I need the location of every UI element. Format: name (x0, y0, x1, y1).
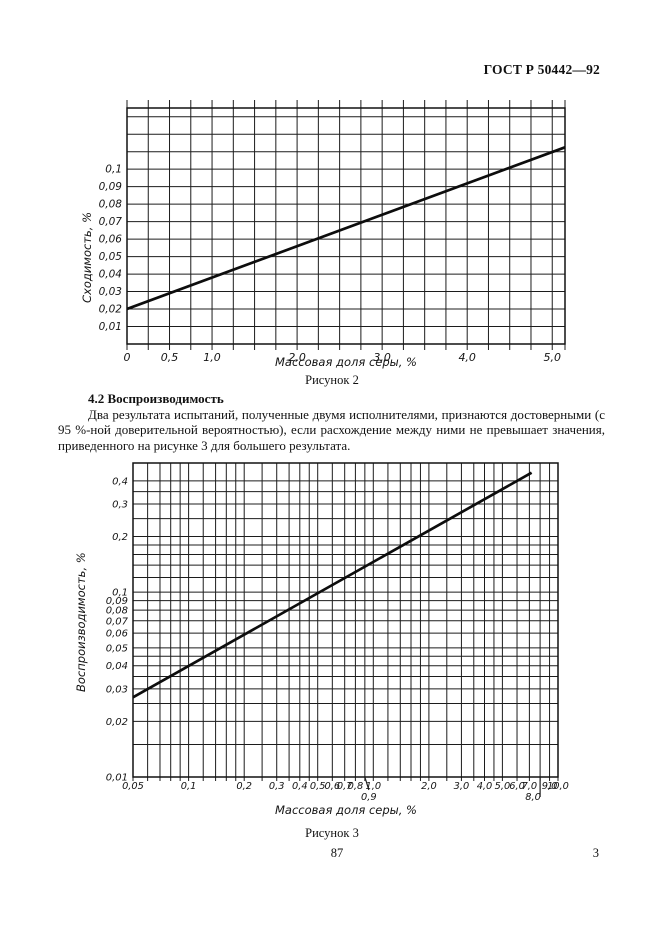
svg-text:0,08: 0,08 (106, 606, 128, 617)
svg-text:0,09: 0,09 (99, 181, 123, 193)
svg-text:9,0: 9,0 (542, 781, 558, 792)
svg-text:0,05: 0,05 (99, 251, 123, 263)
svg-text:0,4: 0,4 (112, 476, 128, 487)
svg-text:0,03: 0,03 (99, 286, 122, 298)
svg-text:1,0: 1,0 (203, 351, 221, 364)
figure-3-caption: Рисунок 3 (305, 826, 359, 840)
svg-text:0,06: 0,06 (99, 234, 123, 246)
figure-2-caption: Рисунок 2 (305, 373, 359, 387)
svg-text:0,09: 0,09 (106, 596, 128, 607)
body-paragraph: Два результата испытаний, полученные дву… (58, 407, 605, 453)
svg-text:0,4: 0,4 (292, 781, 308, 792)
figure-3-plot: 0,05 0,1 0,2 0,3 0,4 0,5 0,60,70,80,91,0 2,0 3,0… (106, 462, 569, 803)
svg-text:7,0: 7,0 (522, 781, 538, 792)
svg-text:0,7: 0,7 (337, 781, 353, 792)
svg-text:1,0: 1,0 (366, 781, 382, 792)
figure-3-y-axis-title: Воспроизводимость, % (74, 552, 88, 692)
svg-text:0,01: 0,01 (106, 773, 128, 784)
svg-text:0,07: 0,07 (106, 616, 129, 627)
page-number-right: 3 (592, 846, 599, 860)
figure-2-y-axis-title: Сходимость, % (80, 211, 94, 303)
svg-text:0,04: 0,04 (106, 661, 128, 672)
svg-text:0,2: 0,2 (236, 781, 252, 792)
svg-text:2,0: 2,0 (288, 351, 306, 364)
svg-text:0,05: 0,05 (106, 643, 128, 654)
svg-text:0,2: 0,2 (112, 532, 128, 543)
svg-text:5,0: 5,0 (543, 351, 561, 364)
svg-text:0,1: 0,1 (105, 164, 122, 176)
doc-header: ГОСТ Р 50442—92 (483, 62, 600, 77)
svg-text:10,0: 10,0 (547, 781, 569, 792)
svg-text:4,0: 4,0 (477, 781, 493, 792)
figure-2-plot: 0 0,5 1,0 2,0 3,0 4,0 5,0 0,01 0,02 0,03 0,04 0,05 0… (99, 100, 566, 364)
svg-text:0,5: 0,5 (161, 351, 179, 364)
svg-text:8,0: 8,0 (525, 792, 541, 803)
svg-text:3,0: 3,0 (454, 781, 470, 792)
svg-text:0,06: 0,06 (106, 629, 128, 640)
svg-text:0: 0 (124, 351, 131, 364)
svg-text:0,02: 0,02 (106, 717, 128, 728)
svg-text:0,02: 0,02 (99, 304, 123, 316)
svg-text:0,01: 0,01 (99, 321, 122, 333)
svg-text:3,0: 3,0 (373, 351, 391, 364)
svg-text:0,03: 0,03 (106, 684, 128, 695)
svg-text:4,0: 4,0 (458, 351, 476, 364)
svg-text:6,0: 6,0 (509, 781, 525, 792)
svg-text:0,3: 0,3 (269, 781, 285, 792)
svg-text:0,5: 0,5 (310, 781, 326, 792)
svg-text:0,9: 0,9 (361, 792, 377, 803)
svg-text:0,07: 0,07 (99, 216, 123, 228)
svg-text:0,3: 0,3 (112, 500, 128, 511)
svg-text:0,04: 0,04 (99, 269, 122, 281)
svg-text:5,0: 5,0 (495, 781, 511, 792)
svg-text:0,1: 0,1 (181, 781, 197, 792)
section-heading: 4.2 Воспроизводимость (88, 391, 224, 406)
figure-2-x-axis-title: Массовая доля серы, % (275, 355, 417, 369)
svg-text:0,6: 0,6 (325, 781, 341, 792)
page-number-center: 87 (330, 846, 344, 860)
svg-text:0,8: 0,8 (348, 781, 364, 792)
svg-text:0,08: 0,08 (99, 199, 123, 211)
svg-text:0,05: 0,05 (122, 781, 144, 792)
figure-3-x-axis-title: Массовая доля серы, % (275, 803, 417, 817)
svg-text:0,1: 0,1 (112, 588, 128, 599)
svg-text:2,0: 2,0 (421, 781, 437, 792)
